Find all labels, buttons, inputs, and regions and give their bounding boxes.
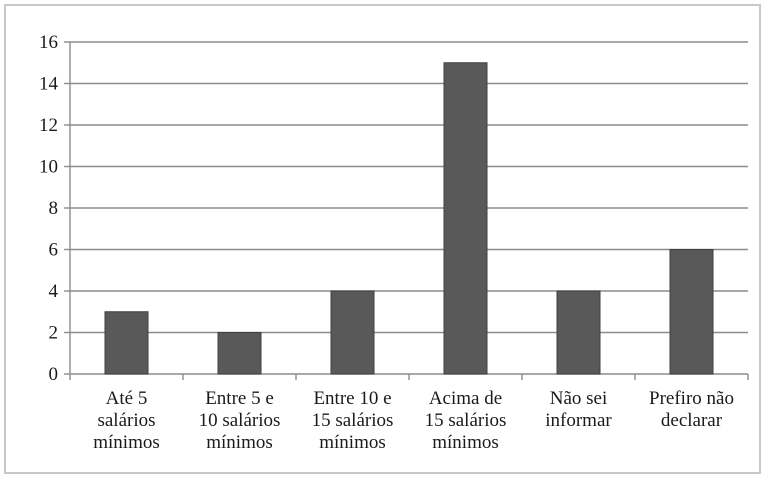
bar <box>669 249 714 375</box>
x-category-label: Acima de 15 salários mínimos <box>425 388 507 453</box>
x-category-label: Entre 10 e 15 salários mínimos <box>312 388 394 453</box>
y-tick-label: 4 <box>49 281 59 302</box>
x-category-label-line: informar <box>545 410 612 431</box>
y-tick-label: 10 <box>39 157 58 178</box>
x-category-label-line: mínimos <box>93 432 160 453</box>
x-category-label-line: mínimos <box>432 432 499 453</box>
bar <box>330 290 375 375</box>
x-category-label-line: Entre 5 e <box>205 388 274 409</box>
bar <box>443 62 488 375</box>
x-category-label-line: Acima de <box>429 388 502 409</box>
x-category-label-line: Entre 10 e <box>313 388 391 409</box>
y-tick-label: 12 <box>39 115 58 136</box>
x-category-label-line: Prefiro não <box>649 388 734 409</box>
x-category-label-line: mínimos <box>319 432 386 453</box>
x-category-label-line: Até 5 <box>106 388 148 409</box>
bar <box>217 332 262 375</box>
y-tick-label: 8 <box>49 198 59 219</box>
y-tick-label: 0 <box>49 364 59 385</box>
x-category-label-line: declarar <box>661 410 723 431</box>
y-tick-label: 2 <box>49 323 59 344</box>
x-category-label-line: 15 salários <box>312 410 394 431</box>
x-category-label-line: 15 salários <box>425 410 507 431</box>
x-category-label: Entre 5 e 10 salários mínimos <box>199 388 281 453</box>
chart-frame <box>4 4 761 474</box>
x-category-label-line: mínimos <box>206 432 273 453</box>
y-tick-label: 14 <box>39 74 59 95</box>
x-category-label: Prefiro não declarar <box>649 388 734 431</box>
y-tick-label: 6 <box>49 240 59 261</box>
y-tick-label: 16 <box>39 32 58 53</box>
x-category-label: Não sei informar <box>545 388 612 431</box>
bar <box>104 311 149 375</box>
bar <box>556 290 601 375</box>
x-category-label-line: 10 salários <box>199 410 281 431</box>
x-category-label: Até 5 salários mínimos <box>93 388 160 453</box>
x-category-label-line: Não sei <box>550 388 608 409</box>
x-category-label-line: salários <box>97 410 155 431</box>
